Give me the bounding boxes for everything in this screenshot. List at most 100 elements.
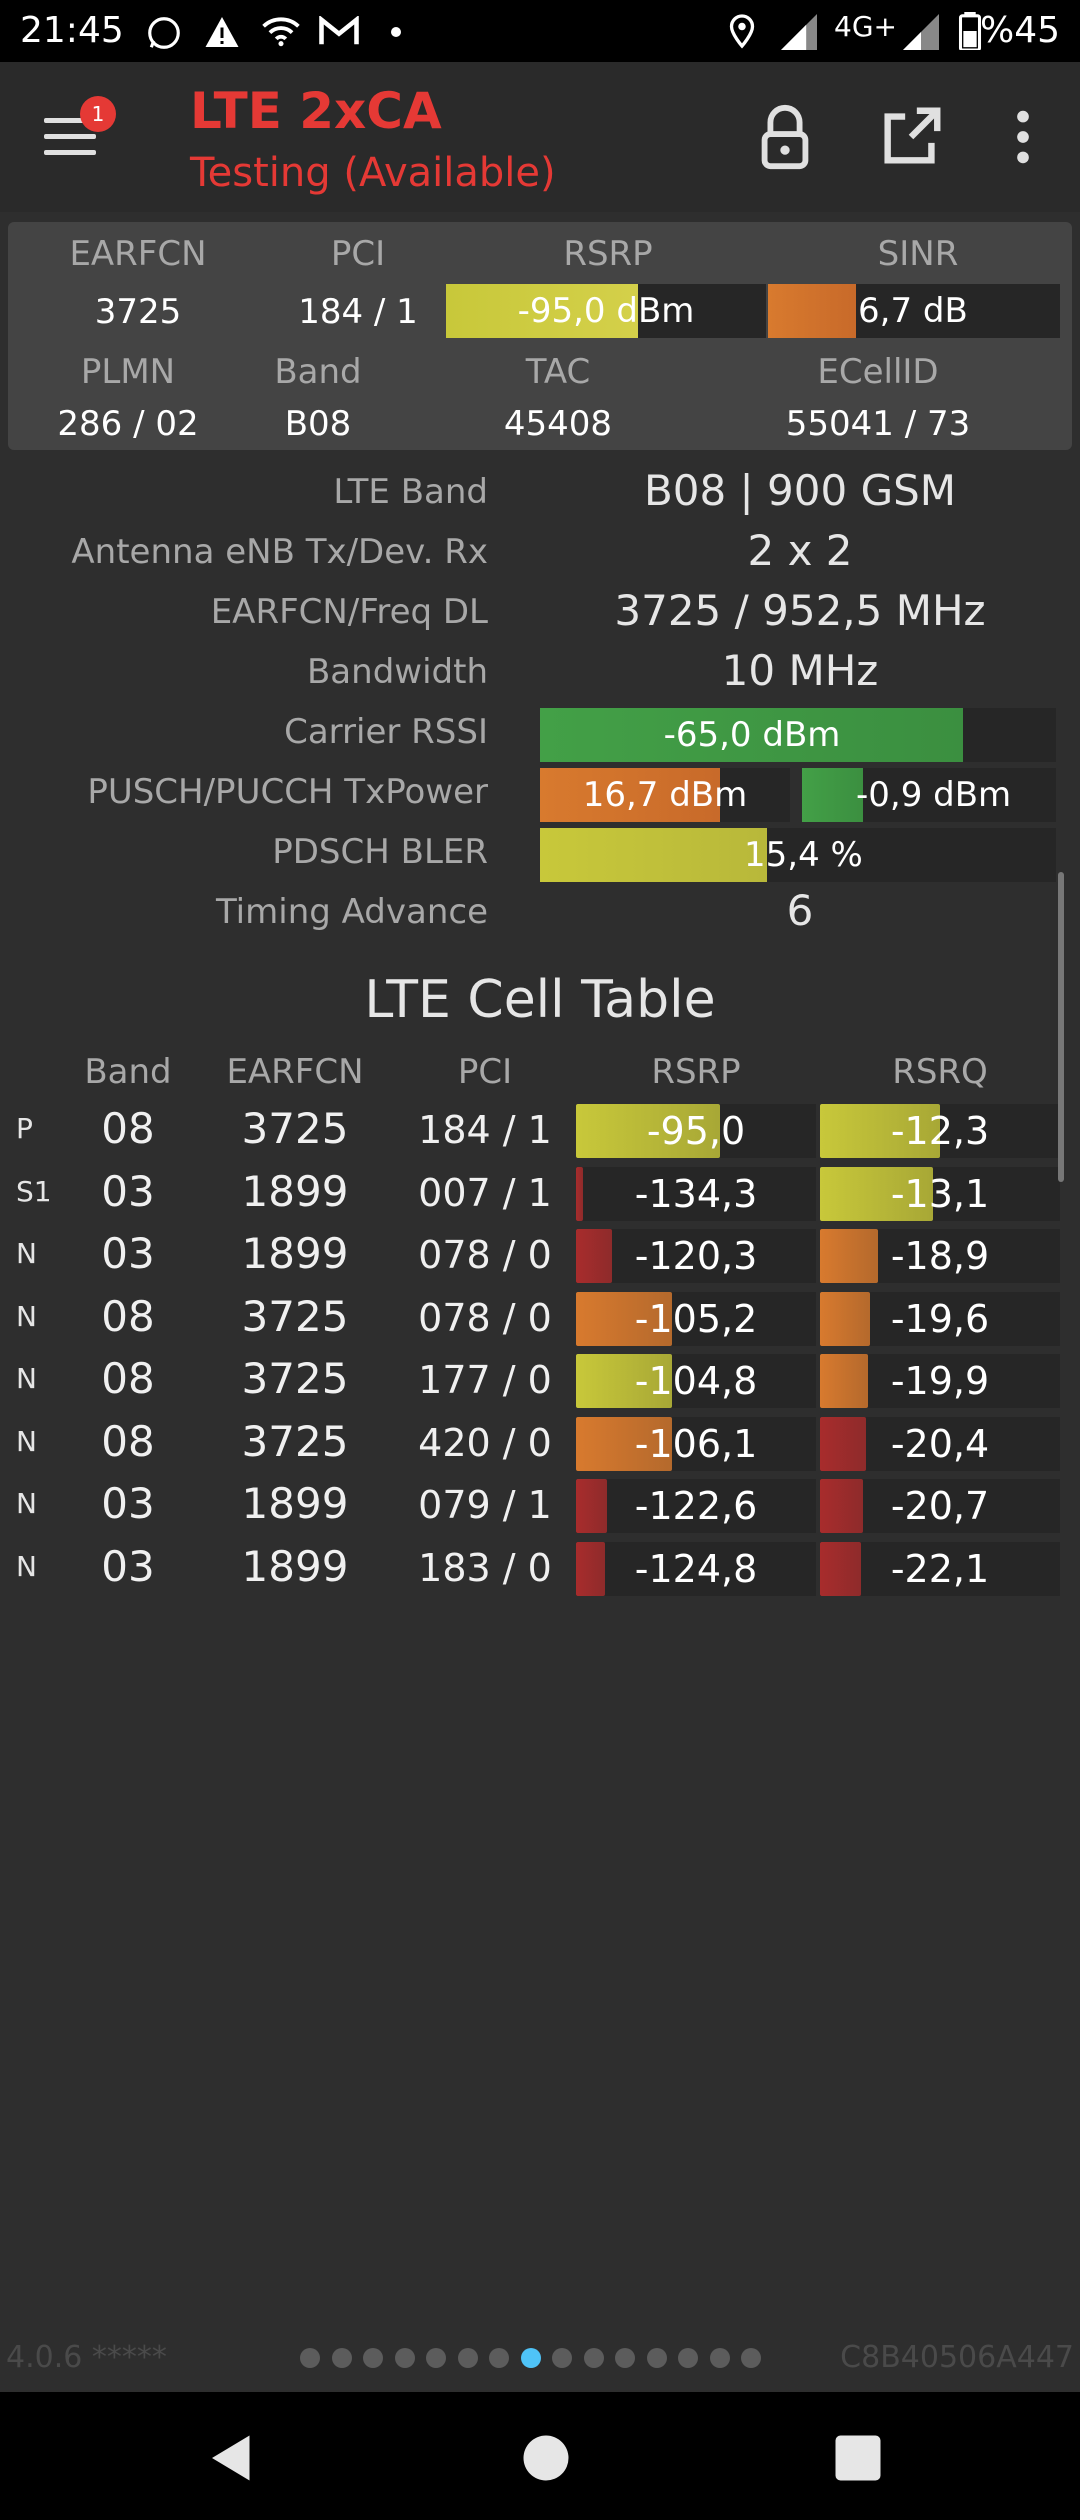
page-dot[interactable] bbox=[363, 2348, 383, 2368]
cell-rsrq-bar: -13,1 bbox=[820, 1166, 1060, 1221]
cell-rsrp-bar: -134,3 bbox=[576, 1166, 816, 1221]
page-dot[interactable] bbox=[520, 2348, 541, 2368]
cell-rsrp-fill bbox=[576, 1541, 605, 1596]
page-dot[interactable] bbox=[583, 2348, 604, 2368]
cell-rsrp: -105,2 bbox=[634, 1296, 758, 1341]
cell-rsrp: -106,1 bbox=[634, 1421, 758, 1466]
cell-type: N bbox=[16, 1549, 37, 1583]
cell-rsrq-fill bbox=[820, 1416, 866, 1471]
page-dot[interactable] bbox=[489, 2348, 509, 2368]
cell-rsrq: -20,7 bbox=[890, 1484, 990, 1528]
bler-bar-fill bbox=[540, 828, 768, 882]
recents-icon[interactable] bbox=[828, 2428, 888, 2488]
page-dot[interactable] bbox=[646, 2348, 667, 2368]
info-value-pusch: 16,7 dBm bbox=[582, 775, 748, 815]
whatsapp-icon bbox=[148, 17, 180, 49]
cell-rsrq: -13,1 bbox=[890, 1171, 990, 1216]
status-bar: 21:45 4G+ %45 bbox=[0, 0, 1080, 62]
page-dot[interactable] bbox=[741, 2348, 761, 2368]
info-label-lte-band: LTE Band bbox=[333, 472, 488, 512]
plmn-label: PLMN bbox=[80, 352, 176, 392]
info-value-rssi: -65,0 dBm bbox=[663, 715, 841, 755]
cell-rsrp-bar: -120,3 bbox=[576, 1229, 816, 1283]
table-row: N 08 3725 177 / 0 -104,8 -19,9 bbox=[0, 1350, 1080, 1412]
page-indicator[interactable] bbox=[300, 2348, 780, 2372]
cell-band: 08 bbox=[101, 1291, 155, 1341]
page-dot[interactable] bbox=[615, 2348, 635, 2368]
cell-rsrp-bar: -106,1 bbox=[576, 1416, 816, 1471]
menu-icon-line bbox=[44, 134, 96, 139]
page-dot[interactable] bbox=[552, 2348, 572, 2368]
cell-rsrq: -22,1 bbox=[890, 1546, 990, 1591]
header-band: Band bbox=[84, 1052, 172, 1092]
cell-type: P bbox=[16, 1112, 33, 1145]
tac-label: TAC bbox=[525, 352, 591, 392]
home-icon[interactable] bbox=[516, 2428, 576, 2488]
page-dot[interactable] bbox=[457, 2348, 478, 2368]
cell-rsrq-bar: -20,7 bbox=[820, 1479, 1060, 1533]
menu-button[interactable] bbox=[44, 112, 98, 156]
cell-earfcn: 1899 bbox=[241, 1166, 349, 1216]
cell-rsrp: -104,8 bbox=[634, 1359, 758, 1403]
cell-type: N bbox=[16, 1237, 37, 1270]
pucch-bar-fill bbox=[802, 768, 863, 822]
page-dot[interactable] bbox=[300, 2348, 320, 2368]
ecellid-value: 55041 / 73 bbox=[785, 404, 971, 444]
cell-rsrp-fill bbox=[576, 1416, 672, 1471]
table-row: P 08 3725 184 / 1 -95,0 -12,3 bbox=[0, 1100, 1080, 1162]
app-version: 4.0.6 ***** bbox=[6, 2340, 167, 2375]
cell-rsrq-bar: -20,4 bbox=[820, 1416, 1060, 1471]
more-icon[interactable] bbox=[988, 102, 1058, 172]
info-value-antenna: 2 x 2 bbox=[747, 526, 853, 575]
share-icon[interactable] bbox=[876, 102, 946, 172]
cell-earfcn: 1899 bbox=[241, 1229, 349, 1278]
cell-band: 08 bbox=[101, 1104, 155, 1153]
cell-rsrp-fill bbox=[576, 1104, 720, 1158]
cell-type: N bbox=[16, 1299, 37, 1333]
network-type: 4G+ bbox=[834, 10, 897, 43]
cell-rsrq-bar: -19,6 bbox=[820, 1291, 1060, 1346]
cell-rsrq-fill bbox=[820, 1166, 933, 1221]
location-icon bbox=[729, 14, 755, 49]
cell-rsrq: -19,6 bbox=[890, 1296, 990, 1341]
cell-type: N bbox=[16, 1424, 37, 1458]
signal-icon bbox=[903, 14, 939, 50]
page-dot[interactable] bbox=[709, 2348, 730, 2368]
cell-pci: 079 / 1 bbox=[418, 1483, 552, 1527]
page-dot[interactable] bbox=[394, 2348, 415, 2368]
serving-cell-panel: EARFCN PCI RSRP SINR 3725 184 / 1 -95,0 … bbox=[8, 222, 1072, 450]
page-dot[interactable] bbox=[331, 2348, 352, 2368]
cell-pci: 420 / 0 bbox=[418, 1420, 552, 1465]
cell-pci: 007 / 1 bbox=[418, 1170, 552, 1215]
rssi-bar-fill bbox=[540, 708, 964, 762]
sinr-bar-fill bbox=[768, 284, 856, 338]
cell-rsrp-bar: -95,0 bbox=[576, 1104, 816, 1158]
cell-rsrq-fill bbox=[820, 1479, 864, 1533]
info-label-antenna: Antenna eNB Tx/Dev. Rx bbox=[71, 532, 488, 572]
info-label-bler: PDSCH BLER bbox=[272, 832, 488, 872]
cell-pci: 184 / 1 bbox=[418, 1108, 552, 1152]
signal-icon bbox=[781, 14, 817, 50]
page-dot[interactable] bbox=[678, 2348, 698, 2368]
cell-rsrq-bar: -12,3 bbox=[820, 1104, 1060, 1158]
plmn-value: 286 / 02 bbox=[57, 404, 199, 444]
page-dot[interactable] bbox=[426, 2348, 446, 2368]
info-value-pucch: -0,9 dBm bbox=[856, 775, 1012, 815]
info-value-timing-advance: 6 bbox=[786, 886, 814, 935]
cell-rsrp: -124,8 bbox=[634, 1546, 758, 1591]
scrollbar[interactable] bbox=[1058, 872, 1064, 1182]
menu-icon bbox=[44, 118, 96, 123]
header-rsrq: RSRQ bbox=[892, 1052, 988, 1092]
band-label: Band bbox=[274, 352, 362, 392]
wifi-icon bbox=[262, 17, 300, 47]
cell-rsrq: -19,9 bbox=[890, 1359, 990, 1403]
cell-rsrp: -134,3 bbox=[634, 1171, 758, 1216]
pci-label: PCI bbox=[330, 234, 386, 274]
pci-value: 184 / 1 bbox=[298, 292, 418, 332]
cell-rsrp-fill bbox=[576, 1166, 584, 1221]
cell-pci: 177 / 0 bbox=[418, 1358, 552, 1402]
navigation-bar bbox=[0, 2392, 1080, 2520]
sinr-bar: 6,7 dB bbox=[768, 284, 1060, 338]
lock-icon[interactable] bbox=[750, 102, 820, 172]
back-icon[interactable] bbox=[202, 2428, 262, 2488]
